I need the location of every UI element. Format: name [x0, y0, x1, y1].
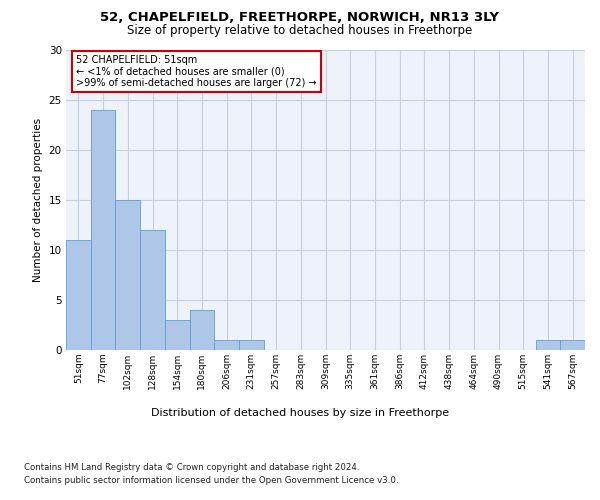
- Bar: [91, 110, 115, 350]
- Bar: [239, 340, 264, 350]
- Bar: [536, 340, 560, 350]
- Text: Contains HM Land Registry data © Crown copyright and database right 2024.: Contains HM Land Registry data © Crown c…: [24, 462, 359, 471]
- Bar: [140, 230, 165, 350]
- Bar: [214, 340, 239, 350]
- Y-axis label: Number of detached properties: Number of detached properties: [33, 118, 43, 282]
- Bar: [66, 240, 91, 350]
- Bar: [165, 320, 190, 350]
- Text: Size of property relative to detached houses in Freethorpe: Size of property relative to detached ho…: [127, 24, 473, 37]
- Bar: [190, 310, 214, 350]
- Text: 52 CHAPELFIELD: 51sqm
← <1% of detached houses are smaller (0)
>99% of semi-deta: 52 CHAPELFIELD: 51sqm ← <1% of detached …: [76, 54, 317, 88]
- Bar: [560, 340, 585, 350]
- Bar: [115, 200, 140, 350]
- Text: 52, CHAPELFIELD, FREETHORPE, NORWICH, NR13 3LY: 52, CHAPELFIELD, FREETHORPE, NORWICH, NR…: [101, 11, 499, 24]
- Text: Contains public sector information licensed under the Open Government Licence v3: Contains public sector information licen…: [24, 476, 398, 485]
- Text: Distribution of detached houses by size in Freethorpe: Distribution of detached houses by size …: [151, 408, 449, 418]
